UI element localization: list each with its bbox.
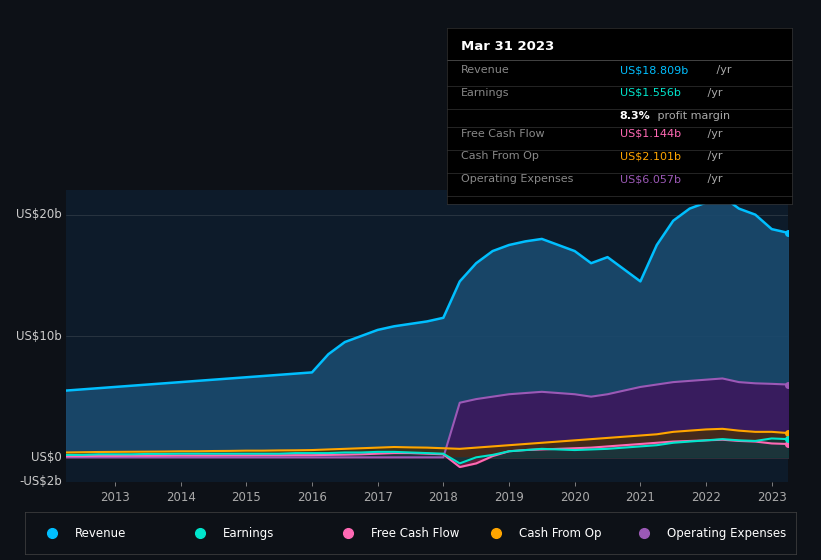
Text: 8.3%: 8.3%	[620, 111, 650, 121]
Text: US$6.057b: US$6.057b	[620, 174, 681, 184]
Text: /yr: /yr	[704, 88, 722, 98]
Text: profit margin: profit margin	[654, 111, 731, 121]
Text: Cash From Op: Cash From Op	[461, 151, 539, 161]
Text: Earnings: Earnings	[461, 88, 510, 98]
Text: -US$2b: -US$2b	[20, 475, 62, 488]
Text: US$1.556b: US$1.556b	[620, 88, 681, 98]
Text: /yr: /yr	[704, 129, 722, 138]
Text: US$2.101b: US$2.101b	[620, 151, 681, 161]
Text: Operating Expenses: Operating Expenses	[461, 174, 574, 184]
Text: Mar 31 2023: Mar 31 2023	[461, 40, 554, 53]
Text: /yr: /yr	[713, 65, 732, 75]
Text: US$10b: US$10b	[16, 329, 62, 343]
Text: Free Cash Flow: Free Cash Flow	[371, 527, 460, 540]
Text: Earnings: Earnings	[223, 527, 274, 540]
Text: Free Cash Flow: Free Cash Flow	[461, 129, 545, 138]
Text: Operating Expenses: Operating Expenses	[667, 527, 787, 540]
Text: US$1.144b: US$1.144b	[620, 129, 681, 138]
Text: /yr: /yr	[704, 151, 722, 161]
Text: Revenue: Revenue	[461, 65, 510, 75]
Text: US$0: US$0	[31, 451, 62, 464]
Text: Cash From Op: Cash From Op	[520, 527, 602, 540]
Text: US$18.809b: US$18.809b	[620, 65, 688, 75]
Text: /yr: /yr	[704, 174, 722, 184]
Text: Revenue: Revenue	[75, 527, 126, 540]
Text: US$20b: US$20b	[16, 208, 62, 221]
